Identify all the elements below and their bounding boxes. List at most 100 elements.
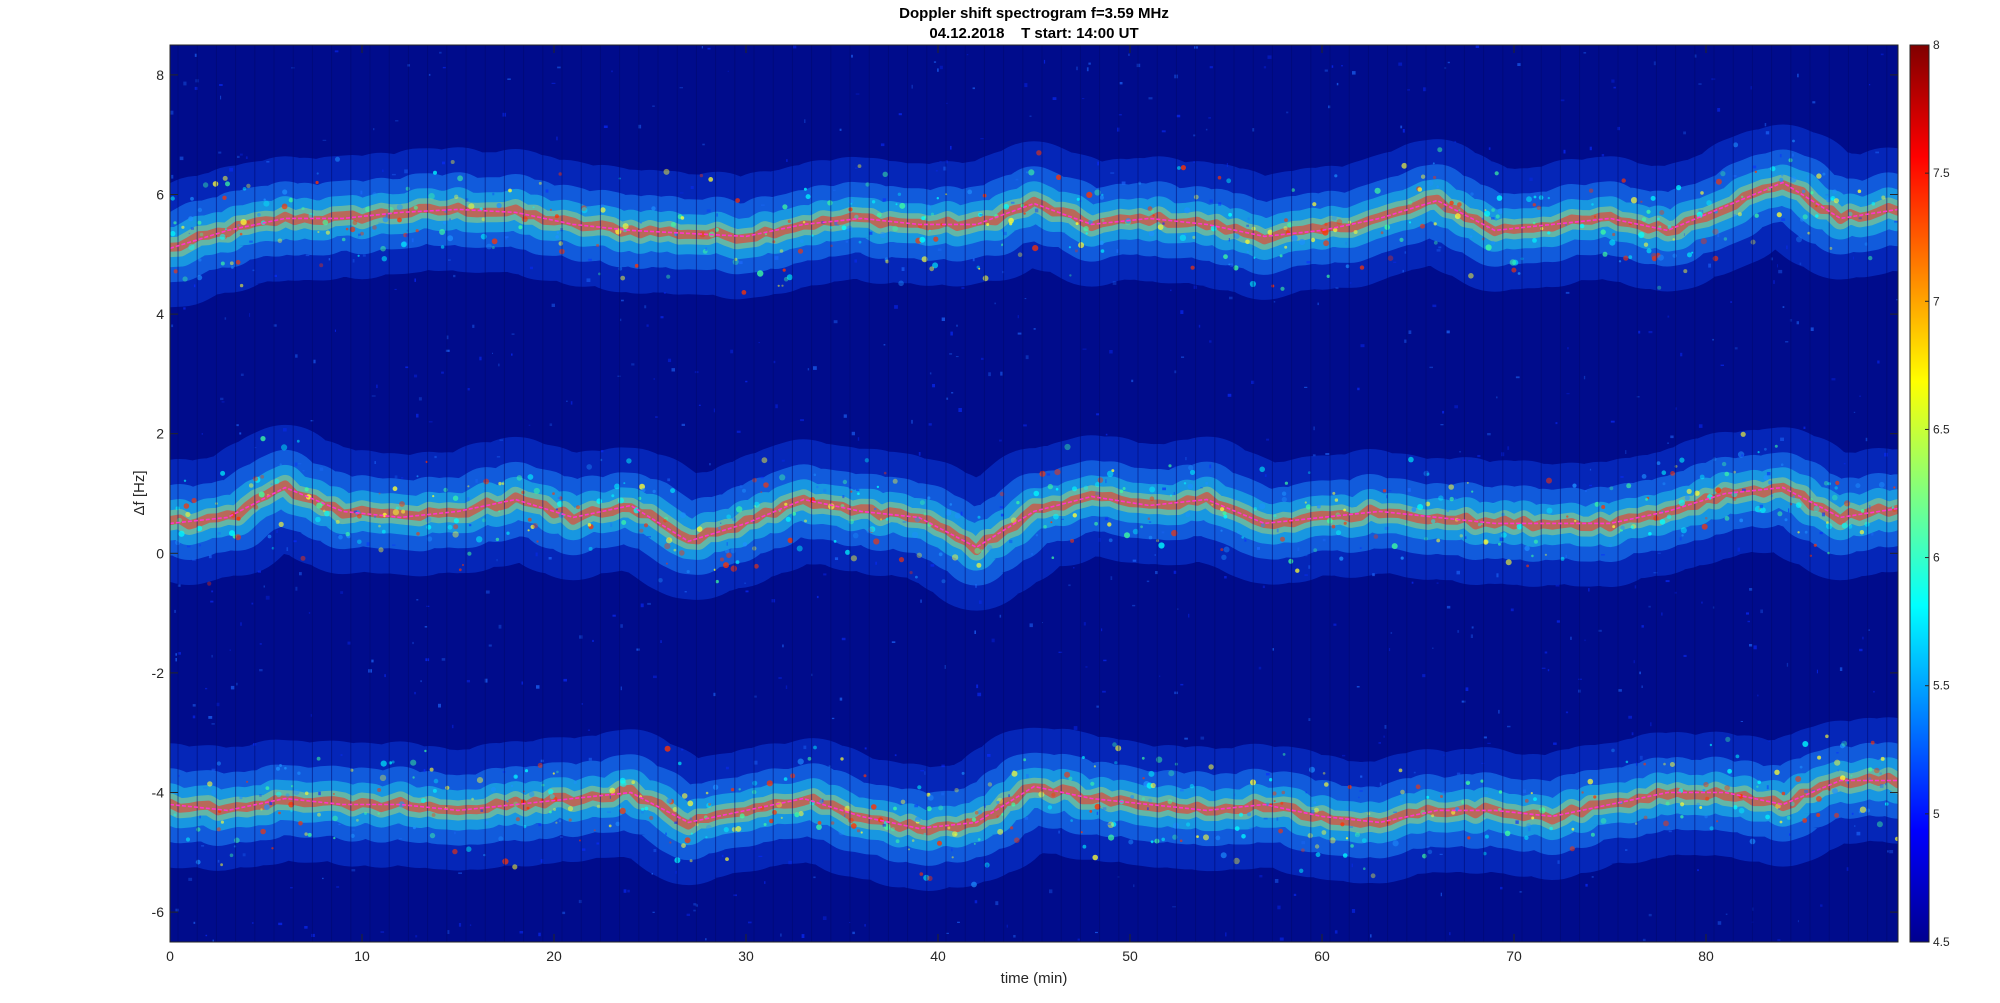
noise-speck: [1132, 604, 1136, 607]
speckle: [178, 530, 185, 537]
speckle: [392, 486, 398, 492]
speckle: [1676, 185, 1682, 191]
speckle: [816, 824, 822, 830]
speckle: [803, 187, 807, 191]
speckle: [1273, 800, 1276, 803]
noise-speck: [1013, 935, 1016, 938]
noise-speck: [1519, 891, 1523, 893]
noise-speck: [844, 814, 846, 817]
speckle: [379, 774, 387, 782]
speckle: [706, 824, 712, 831]
speckle: [1832, 788, 1838, 795]
speckle: [1530, 792, 1533, 795]
speckle: [1630, 197, 1638, 204]
speckle: [1361, 838, 1367, 843]
noise-speck: [713, 408, 716, 413]
noise-speck: [199, 815, 201, 819]
noise-speck: [1305, 791, 1307, 794]
noise-speck: [689, 817, 693, 820]
speckle: [802, 221, 806, 224]
speckle: [229, 261, 234, 266]
speckle: [1757, 451, 1760, 454]
speckle: [736, 506, 743, 513]
speckle: [196, 525, 203, 532]
noise-speck: [1390, 632, 1393, 634]
speckle: [345, 532, 350, 537]
noise-speck: [1174, 465, 1176, 469]
noise-speck: [1701, 209, 1704, 214]
colorbar-tick-label: 4.5: [1933, 935, 1950, 949]
noise-speck: [240, 373, 244, 376]
colorbar-axis: 4.555.566.577.58: [1925, 38, 1950, 949]
speckle: [909, 571, 913, 575]
speckle: [1233, 265, 1239, 271]
speckle: [1142, 777, 1145, 780]
x-tick-label: 0: [166, 948, 174, 964]
noise-speck: [1034, 208, 1039, 213]
noise-speck: [1234, 793, 1236, 797]
x-axis: 0 10 20 30 40 50 60 70 80: [166, 45, 1714, 964]
noise-speck: [230, 685, 235, 690]
speckle: [1517, 272, 1521, 275]
noise-speck: [416, 413, 419, 418]
speckle: [224, 228, 227, 231]
noise-speck: [412, 641, 414, 645]
noise-speck: [612, 614, 616, 617]
speckle: [424, 749, 427, 753]
noise-speck: [1257, 547, 1260, 550]
speckle: [652, 489, 656, 494]
noise-speck: [1442, 790, 1447, 795]
noise-speck: [653, 378, 655, 380]
noise-speck: [484, 678, 488, 683]
speckle: [467, 485, 470, 488]
noise-speck: [600, 204, 605, 207]
speckle: [805, 194, 811, 200]
speckle: [1754, 170, 1758, 174]
noise-speck: [293, 540, 297, 543]
noise-speck: [1322, 538, 1326, 542]
speckle: [316, 756, 321, 761]
noise-speck: [693, 909, 696, 912]
speckle: [941, 579, 946, 584]
speckle: [1680, 815, 1684, 819]
speckle: [1774, 769, 1780, 775]
noise-speck: [1747, 620, 1750, 623]
speckle: [1709, 743, 1713, 747]
noise-speck: [1625, 849, 1628, 851]
speckle: [1786, 815, 1791, 820]
noise-speck: [636, 648, 640, 651]
speckle: [1236, 530, 1241, 534]
speckle: [730, 565, 737, 572]
speckle: [1247, 812, 1252, 817]
speckle: [350, 833, 355, 839]
speckle: [1253, 507, 1258, 511]
speckle: [1764, 447, 1767, 451]
noise-speck: [721, 854, 724, 858]
noise-speck: [1345, 241, 1347, 245]
noise-speck: [1517, 63, 1521, 66]
band-3-speckle: [173, 734, 1898, 888]
noise-speck: [1843, 462, 1846, 465]
speckle: [1205, 481, 1209, 485]
speckle: [658, 578, 663, 583]
speckle: [297, 771, 301, 775]
noise-speck: [698, 404, 701, 406]
speckle: [580, 205, 587, 212]
speckle: [447, 235, 454, 242]
noise-speck: [416, 599, 419, 601]
noise-speck: [257, 570, 261, 573]
noise-speck: [521, 681, 524, 685]
noise-speck: [1465, 687, 1469, 691]
noise-speck: [1438, 246, 1442, 249]
speckle: [643, 523, 649, 528]
noise-speck: [1209, 66, 1213, 69]
noise-speck: [1024, 298, 1027, 300]
speckle: [850, 490, 853, 493]
noise-speck: [725, 766, 729, 770]
speckle: [982, 275, 989, 282]
noise-speck: [1334, 930, 1338, 934]
speckle: [352, 220, 358, 226]
speckle: [400, 241, 407, 248]
speckle: [1273, 514, 1277, 518]
speckle: [518, 225, 523, 230]
